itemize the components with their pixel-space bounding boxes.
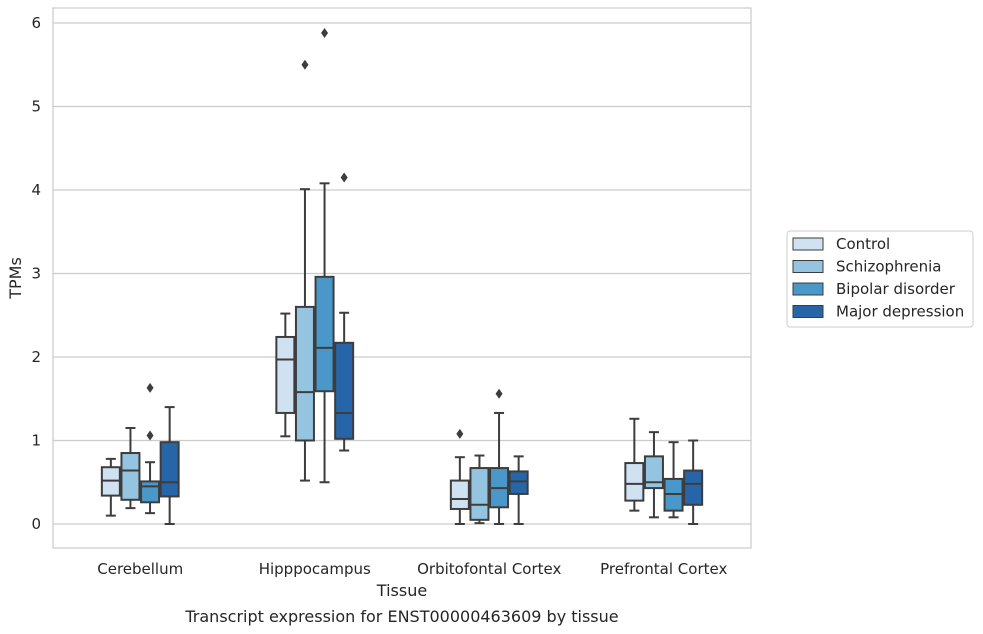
- box-2-1: [469, 454, 490, 525]
- box-0-2: [140, 382, 161, 515]
- box-iqr: [314, 275, 335, 393]
- box-iqr: [275, 335, 296, 414]
- box-iqr: [624, 462, 645, 502]
- box-1-1: [294, 59, 315, 482]
- box-0-0: [100, 457, 121, 517]
- box-2-0: [449, 428, 470, 525]
- box-3-0: [624, 417, 645, 512]
- box-0-3: [159, 406, 180, 525]
- outlier-point: [456, 428, 464, 439]
- y-axis-title: TPMs: [6, 257, 25, 300]
- box-iqr: [508, 470, 529, 495]
- box-groups: [100, 28, 704, 525]
- box-3-3: [683, 439, 704, 525]
- legend-frame: [786, 230, 974, 328]
- y-tick-label: 2: [31, 348, 41, 366]
- box-3-2: [663, 441, 684, 519]
- legend-swatch: [792, 260, 824, 273]
- box-2-2: [489, 388, 510, 525]
- x-axis-title: Tissue: [376, 581, 427, 600]
- legend: Control Schizophrenia Bipolar disorder Majo…: [786, 230, 974, 328]
- outlier-point: [301, 59, 309, 70]
- box-iqr: [120, 452, 141, 501]
- legend-label: Bipolar disorder: [836, 280, 956, 298]
- box-3-1: [643, 431, 664, 519]
- y-tick-label: 0: [31, 515, 41, 533]
- y-tick-label: 1: [31, 432, 41, 450]
- legend-swatch: [792, 305, 824, 318]
- box-iqr: [159, 441, 180, 498]
- box-iqr: [469, 467, 490, 521]
- y-tick-label: 4: [31, 181, 41, 199]
- legend-swatch: [792, 237, 824, 251]
- outlier-point: [146, 430, 154, 441]
- box-iqr: [683, 469, 704, 506]
- legend-swatch: [792, 282, 824, 296]
- x-tick-labels: Cerebellum Hipppocampus Orbitofontal Corte…: [97, 560, 727, 578]
- legend-label: Schizophrenia: [836, 258, 941, 276]
- box-iqr: [140, 480, 161, 504]
- outlier-point: [146, 382, 154, 393]
- x-tick-label: Orbitofontal Cortex: [417, 560, 561, 578]
- box-iqr: [449, 479, 470, 510]
- box-iqr: [643, 455, 664, 490]
- legend-label: Control: [836, 235, 890, 253]
- box-2-3: [508, 455, 529, 525]
- outlier-point: [321, 28, 329, 39]
- box-1-2: [314, 28, 335, 484]
- box-1-0: [275, 312, 296, 438]
- box-iqr: [294, 305, 315, 442]
- box-1-3: [334, 172, 355, 452]
- chart-caption: Transcript expression for ENST0000046360…: [184, 607, 618, 626]
- y-tick-labels: 0 1 2 3 4 5 6: [31, 14, 41, 533]
- outlier-point: [340, 172, 348, 183]
- y-tick-label: 3: [31, 265, 41, 283]
- box-iqr: [334, 341, 355, 440]
- y-tick-label: 6: [31, 14, 41, 32]
- legend-label: Major depression: [836, 303, 964, 321]
- x-tick-label: Cerebellum: [97, 560, 183, 578]
- box-0-1: [120, 426, 141, 510]
- outlier-point: [495, 388, 503, 399]
- x-tick-label: Prefrontal Cortex: [600, 560, 727, 578]
- x-tick-label: Hipppocampus: [259, 560, 371, 578]
- y-tick-label: 5: [31, 98, 41, 116]
